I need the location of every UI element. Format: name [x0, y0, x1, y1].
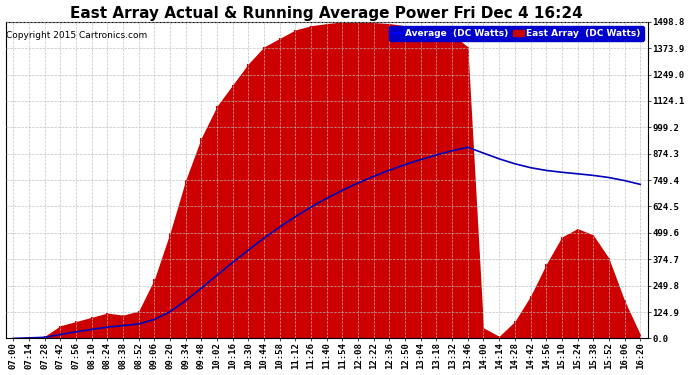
Title: East Array Actual & Running Average Power Fri Dec 4 16:24: East Array Actual & Running Average Powe… [70, 6, 583, 21]
Legend: Average  (DC Watts), East Array  (DC Watts): Average (DC Watts), East Array (DC Watts… [389, 26, 644, 40]
Text: Copyright 2015 Cartronics.com: Copyright 2015 Cartronics.com [6, 31, 148, 40]
